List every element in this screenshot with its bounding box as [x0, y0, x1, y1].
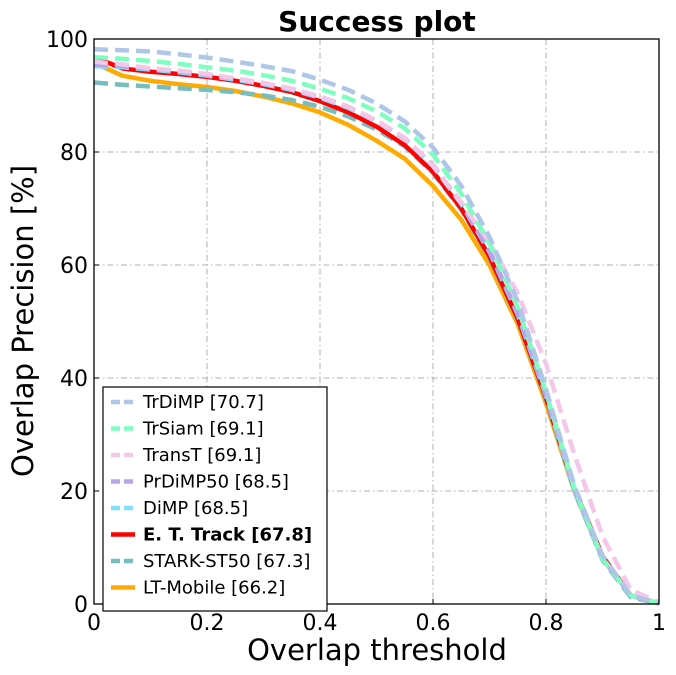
y-tick-label: 60 — [60, 254, 88, 279]
legend-label-dimp-68-5: DiMP [68.5] — [143, 498, 248, 519]
x-tick-label: 0.2 — [190, 611, 225, 636]
series-line-trdimp-70-7 — [93, 46, 660, 606]
x-tick-label: 0 — [87, 611, 101, 636]
legend-box — [102, 386, 328, 612]
legend-label-lt-mobile-66-2: LT-Mobile [66.2] — [143, 578, 285, 599]
y-tick-label: 0 — [74, 593, 88, 618]
axis-ticks: 0 0.2 0.4 0.6 0.8 1 0 20 40 60 80 100 — [46, 28, 666, 636]
y-axis-label: Overlap Precision [%] — [6, 165, 40, 477]
legend: TrDiMP [70.7] TrSiam [69.1] TransT [69.1] P… — [102, 386, 328, 612]
plot-frame — [93, 38, 660, 605]
x-tick-label: 0.6 — [416, 611, 451, 636]
legend-label-e-t-track-67-8: E. T. Track [67.8] — [143, 525, 312, 546]
chart-title: Success plot — [278, 5, 476, 38]
y-tick-label: 100 — [46, 28, 88, 53]
legend-label-transt-69-1: TransT [69.1] — [142, 445, 261, 466]
x-tick-label: 0.4 — [303, 611, 338, 636]
series-line-trsiam-69-1 — [93, 54, 660, 606]
legend-label-trsiam-69-1: TrSiam [69.1] — [142, 419, 264, 440]
series-lines — [93, 46, 660, 606]
y-tick-label: 40 — [60, 367, 88, 392]
legend-label-trdimp-70-7: TrDiMP [70.7] — [142, 392, 264, 413]
legend-label-prdimp50-68-5: PrDiMP50 [68.5] — [143, 472, 289, 493]
legend-label-stark-st50-67-3: STARK-ST50 [67.3] — [143, 551, 310, 572]
y-tick-label: 20 — [60, 480, 88, 505]
series-line-transt-69-1 — [93, 59, 660, 605]
x-tick-label: 1 — [652, 611, 666, 636]
y-tick-label: 80 — [60, 141, 88, 166]
x-tick-label: 0.8 — [529, 611, 564, 636]
x-axis-label: Overlap threshold — [247, 633, 507, 667]
